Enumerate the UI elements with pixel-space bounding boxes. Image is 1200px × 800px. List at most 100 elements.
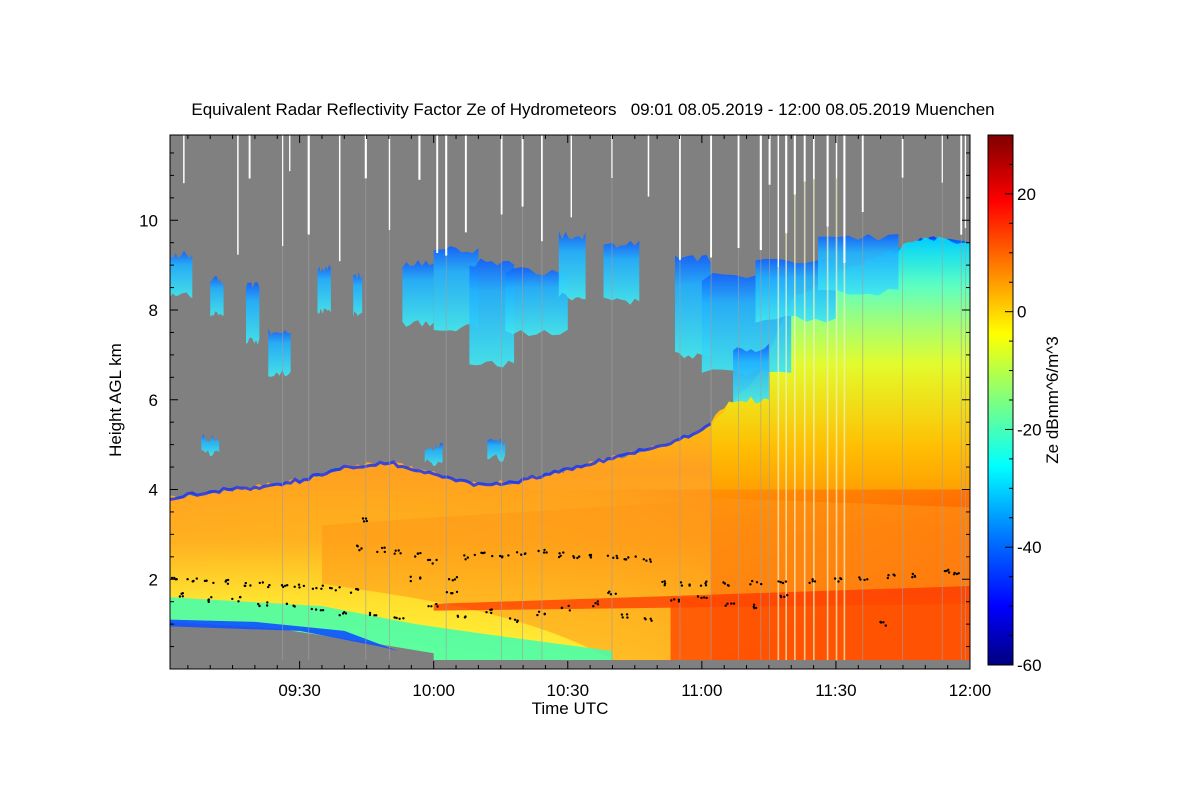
data-dot xyxy=(700,596,703,600)
data-dot xyxy=(542,551,546,554)
data-dot xyxy=(753,607,756,610)
cirrus-patch-6 xyxy=(402,260,434,327)
data-dot xyxy=(463,616,467,619)
x-tick-label: 12:00 xyxy=(949,681,992,700)
data-dot xyxy=(364,517,368,520)
data-dot xyxy=(913,575,917,578)
data-dot xyxy=(280,584,284,587)
data-dot xyxy=(594,602,597,605)
data-dot xyxy=(321,609,325,612)
data-dot xyxy=(231,597,234,601)
colorbar-tick-label: -40 xyxy=(1017,538,1042,557)
data-dot xyxy=(884,624,887,627)
data-dot xyxy=(455,590,459,594)
data-dot xyxy=(559,554,562,557)
data-dot xyxy=(191,580,194,583)
data-dot xyxy=(376,550,379,554)
data-dot xyxy=(334,589,337,592)
data-dot xyxy=(560,606,563,610)
data-dot xyxy=(315,586,318,590)
data-dot xyxy=(453,578,457,581)
data-dot xyxy=(543,548,546,552)
data-dot xyxy=(859,578,862,581)
data-dot xyxy=(649,617,652,620)
data-dot xyxy=(207,600,210,604)
data-dot xyxy=(953,571,956,575)
data-dot xyxy=(592,605,595,608)
data-dot xyxy=(205,579,208,582)
data-dot xyxy=(266,601,269,604)
data-dot xyxy=(634,555,637,558)
data-dot xyxy=(416,552,419,555)
data-dot xyxy=(537,549,540,553)
data-dot xyxy=(249,584,252,587)
data-dot xyxy=(680,584,684,587)
data-dot xyxy=(314,608,318,611)
data-dot xyxy=(419,576,422,579)
data-dot xyxy=(833,577,837,580)
data-dot xyxy=(436,605,439,608)
plot-frame xyxy=(169,134,971,670)
data-dot xyxy=(614,592,617,595)
data-dot xyxy=(399,552,402,555)
cirrus-patch-9 xyxy=(505,267,568,336)
data-dot xyxy=(490,611,493,615)
data-dot xyxy=(557,555,561,559)
data-dot xyxy=(261,581,264,584)
data-dot xyxy=(455,576,459,579)
cirrus-patch-4 xyxy=(317,264,331,314)
data-dot xyxy=(360,547,363,550)
data-dot xyxy=(955,572,959,576)
data-dot xyxy=(866,578,869,581)
data-dot xyxy=(464,558,467,561)
data-dot xyxy=(752,603,756,606)
cirrus-patch-15 xyxy=(755,258,836,323)
data-dot xyxy=(578,555,581,558)
data-dot xyxy=(726,602,729,605)
cirrus-patch-11 xyxy=(603,240,640,305)
data-dot xyxy=(466,556,469,559)
y-axis: 2 4 6 8 10 xyxy=(139,152,970,648)
data-dot xyxy=(311,587,315,590)
data-dot xyxy=(302,584,306,588)
data-dot xyxy=(485,611,488,614)
data-dot xyxy=(513,618,517,621)
data-dot xyxy=(624,558,628,561)
data-dot xyxy=(730,602,733,605)
data-dot xyxy=(268,583,271,587)
data-dot xyxy=(349,591,353,594)
low-layer-gap xyxy=(170,621,434,661)
data-dot xyxy=(430,605,433,608)
data-dot xyxy=(428,558,432,562)
data-dot xyxy=(911,576,914,579)
data-dot xyxy=(515,551,519,554)
data-dot xyxy=(811,578,814,581)
data-dot xyxy=(258,581,261,585)
data-dot xyxy=(839,577,842,580)
data-dot xyxy=(537,610,541,613)
data-dot xyxy=(383,546,386,549)
data-dot xyxy=(699,584,703,587)
data-dot xyxy=(727,584,730,587)
data-dot xyxy=(473,553,476,557)
y-tick-label: 4 xyxy=(149,481,158,500)
data-dot xyxy=(957,572,960,575)
data-dot xyxy=(732,602,736,605)
data-dot xyxy=(567,604,570,608)
data-dot xyxy=(507,554,510,557)
data-dot xyxy=(749,583,752,586)
data-dot xyxy=(226,582,230,585)
data-dot xyxy=(170,576,174,580)
data-dot xyxy=(481,551,485,555)
data-dot xyxy=(375,614,378,617)
data-dot xyxy=(882,621,885,624)
data-dot xyxy=(286,584,289,587)
data-dot xyxy=(642,558,645,561)
colorbar-tick-label: 0 xyxy=(1017,303,1026,322)
data-dot xyxy=(319,609,323,612)
data-dot xyxy=(879,620,882,624)
colorbar-tick-label: -60 xyxy=(1017,656,1042,675)
data-dot xyxy=(450,592,453,595)
data-dot xyxy=(395,616,398,620)
data-dot xyxy=(402,617,405,620)
